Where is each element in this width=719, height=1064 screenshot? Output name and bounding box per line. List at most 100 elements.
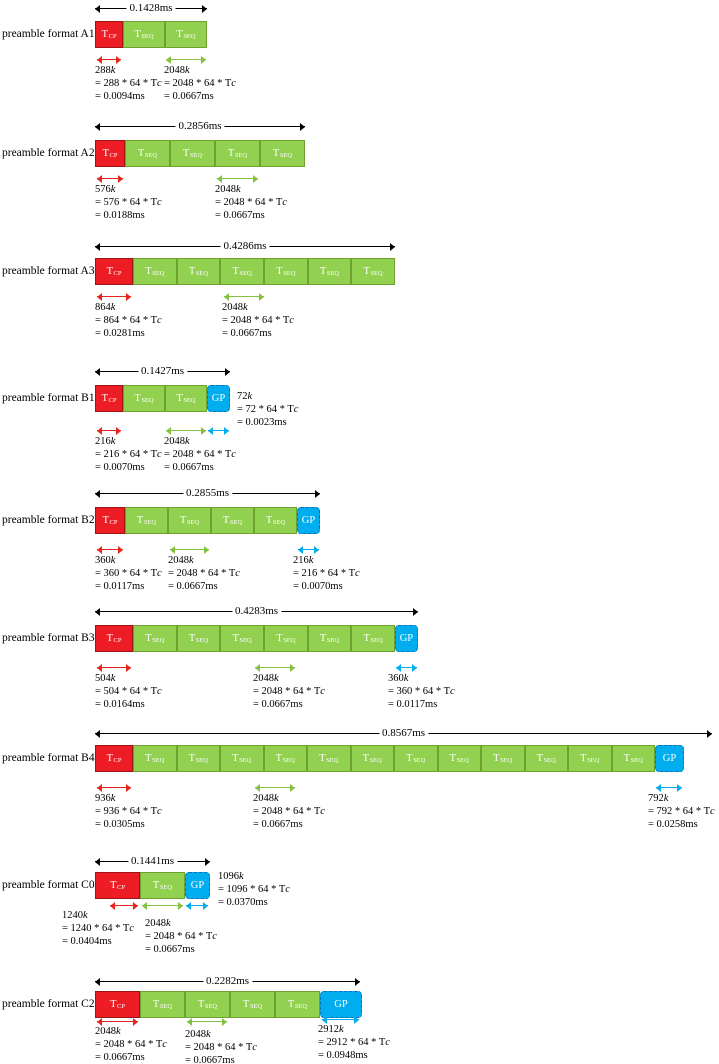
annotation-line: 2048k xyxy=(95,1026,121,1037)
annotation-line: = 0.0667ms xyxy=(145,943,195,955)
preamble-format-label: preamble format A2 xyxy=(2,147,95,159)
block-label-subscript: SEQ xyxy=(543,757,556,765)
block-label: T xyxy=(536,753,544,764)
block-label: T xyxy=(145,266,152,277)
block-label-subscript: SEQ xyxy=(143,519,157,527)
gp-block: GP xyxy=(207,385,230,412)
block-label-subscript: SEQ xyxy=(195,757,208,765)
cp-block: T CP xyxy=(95,140,125,167)
block-label: T xyxy=(152,880,160,891)
seq-block: T SEQ xyxy=(211,507,254,534)
annotation-line: = 0.0667ms xyxy=(164,461,214,473)
annotation-line: = 0.0164ms xyxy=(95,698,145,710)
block-label-subscript: SEQ xyxy=(234,152,248,160)
seq-block: T SEQ xyxy=(263,745,307,772)
preamble-bar: T CP T SEQ T SEQ T SEQ T SEQ xyxy=(95,140,305,167)
red-duration-annotation: 936k = 936 * 64 * Tc = 0.0305ms xyxy=(95,793,162,831)
block-label-subscript: SEQ xyxy=(272,519,286,527)
green-duration-arrow xyxy=(170,544,209,556)
annotation-line: = 0.0667ms xyxy=(222,327,272,339)
block-label-subscript: CP xyxy=(116,1003,125,1011)
block-label: T xyxy=(319,633,327,644)
cp-block: T CP xyxy=(95,991,140,1018)
annotation-line: = 2048 * 64 * Tc xyxy=(253,805,325,817)
annotation-line: = 2048 * 64 * Tc xyxy=(253,685,325,697)
annotation-line: = 0.0667ms xyxy=(253,698,303,710)
block-label: T xyxy=(272,148,280,159)
red-duration-arrow xyxy=(97,1016,138,1028)
green-duration-arrow xyxy=(255,782,295,794)
block-label-subscript: SEQ xyxy=(279,152,293,160)
block-label: GP xyxy=(211,393,226,404)
gp-block: GP xyxy=(394,625,418,652)
annotation-line: = 2048 * 64 * Tc xyxy=(185,1041,257,1053)
preamble-format-label: preamble format A1 xyxy=(2,28,95,40)
block-label-subscript: SEQ xyxy=(159,884,173,892)
red-duration-annotation: 1240k = 1240 * 64 * Tc = 0.0404ms xyxy=(62,910,134,948)
block-label: T xyxy=(363,266,370,277)
block-label: T xyxy=(182,148,190,159)
block-label: T xyxy=(242,999,250,1010)
seq-block: T SEQ xyxy=(176,258,221,285)
block-label: T xyxy=(406,753,413,764)
preamble-format-label: preamble format B4 xyxy=(2,752,95,764)
annotation-line: 360k xyxy=(388,673,409,684)
block-label: T xyxy=(287,999,295,1010)
block-label: T xyxy=(188,633,196,644)
block-label: T xyxy=(319,753,326,764)
gp-block: GP xyxy=(297,507,320,534)
green-duration-annotation: 2048k = 2048 * 64 * Tc = 0.0667ms xyxy=(164,436,236,474)
seq-block: T SEQ xyxy=(123,21,165,48)
green-duration-annotation: 2048k = 2048 * 64 * Tc = 0.0667ms xyxy=(145,918,217,956)
block-label-subscript: SEQ xyxy=(186,519,200,527)
cp-block: T CP xyxy=(95,385,123,412)
block-label-subscript: SEQ xyxy=(456,757,469,765)
green-duration-arrow xyxy=(217,173,258,185)
red-duration-arrow xyxy=(97,782,131,794)
blue-duration-annotation: 792k = 792 * 64 * Tc = 0.0258ms xyxy=(648,793,715,831)
preamble-format-row: preamble format A1 0.1428ms T CP T SEQ T SEQ … xyxy=(0,2,719,118)
annotation-line: = 792 * 64 * Tc xyxy=(648,805,715,817)
block-label: GP xyxy=(301,515,316,526)
annotation-line: = 288 * 64 * Tc xyxy=(95,77,162,89)
blue-duration-annotation: 1096k = 1096 * 64 * Tc = 0.0370ms xyxy=(218,871,290,909)
block-label: T xyxy=(101,29,108,40)
preamble-format-row: preamble format B4 0.8567ms T CP T SEQ T SEQ T… xyxy=(0,727,719,853)
annotation-line: = 2048 * 64 * Tc xyxy=(164,77,236,89)
red-duration-arrow xyxy=(110,900,138,912)
annotation-line: = 864 * 64 * Tc xyxy=(95,314,162,326)
block-label-subscript: SEQ xyxy=(326,637,340,645)
annotation-line: 576k xyxy=(95,184,116,195)
seq-block: T SEQ xyxy=(275,991,320,1018)
seq-block: T SEQ xyxy=(524,745,568,772)
annotation-line: = 504 * 64 * Tc xyxy=(95,685,162,697)
annotation-line: = 0.0667ms xyxy=(164,90,214,102)
block-label-subscript: SEQ xyxy=(294,1003,308,1011)
cp-block: T CP xyxy=(95,258,133,285)
block-label-subscript: SEQ xyxy=(239,637,252,645)
block-label-subscript: SEQ xyxy=(144,152,158,160)
total-duration-arrow: 0.1441ms xyxy=(95,855,210,868)
preamble-bar: T CP T SEQ T SEQ GP xyxy=(95,385,230,412)
blue-duration-annotation: 216k = 216 * 64 * Tc = 0.0070ms xyxy=(293,555,360,593)
block-label-subscript: CP xyxy=(109,152,118,160)
block-label: T xyxy=(232,753,239,764)
red-duration-arrow xyxy=(97,54,121,66)
red-duration-annotation: 2048k = 2048 * 64 * Tc = 0.0667ms xyxy=(95,1026,167,1064)
seq-block: T SEQ xyxy=(165,21,207,48)
block-label-subscript: SEQ xyxy=(195,270,209,278)
block-label-subscript: SEQ xyxy=(239,270,252,278)
block-label-subscript: SEQ xyxy=(183,397,196,405)
block-label: T xyxy=(110,999,117,1010)
seq-block: T SEQ xyxy=(307,258,352,285)
total-duration-arrow: 0.8567ms xyxy=(95,727,712,740)
green-duration-arrow xyxy=(224,291,264,303)
red-duration-annotation: 216k = 216 * 64 * Tc = 0.0070ms xyxy=(95,436,162,474)
seq-block: T SEQ xyxy=(125,140,170,167)
block-label: T xyxy=(136,515,144,526)
seq-block: T SEQ xyxy=(307,745,351,772)
total-duration-arrow: 0.1428ms xyxy=(95,2,207,15)
block-label: T xyxy=(102,515,109,526)
block-label: T xyxy=(106,753,113,764)
annotation-line: = 2048 * 64 * Tc xyxy=(222,314,294,326)
